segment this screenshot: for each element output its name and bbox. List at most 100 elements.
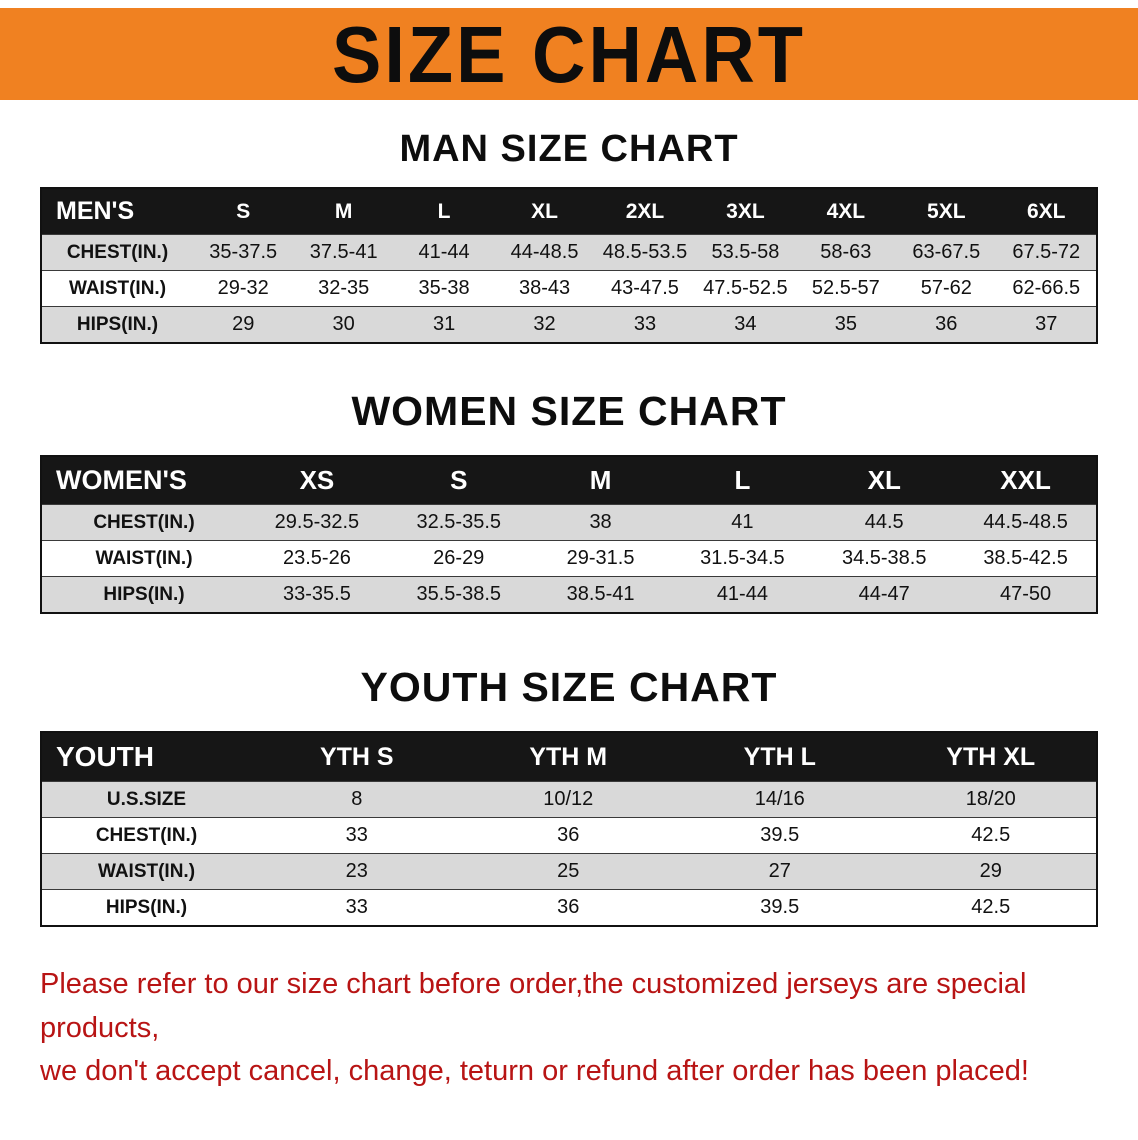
women-header-row: WOMEN'S XS S M L XL XXL (41, 456, 1097, 505)
header-cell: YTH L (674, 732, 886, 782)
cell: 42.5 (885, 817, 1097, 854)
cell: 34.5-38.5 (813, 540, 956, 577)
disclaimer-line-2: we don't accept cancel, change, teturn o… (40, 1055, 1029, 1087)
cell: 41 (671, 504, 814, 541)
cell: 29-31.5 (529, 540, 672, 577)
row-label: U.S.SIZE (41, 781, 251, 818)
header-cell: 6XL (996, 188, 1097, 235)
cell: 29 (193, 306, 294, 343)
cell: 47.5-52.5 (695, 270, 796, 307)
table-row: WAIST(IN.) 29-32 32-35 35-38 38-43 43-47… (41, 270, 1097, 307)
youth-section: YOUTH SIZE CHART YOUTH YTH S YTH M YTH L… (0, 664, 1138, 927)
banner: SIZE CHART (0, 8, 1138, 100)
header-cell: XL (813, 456, 956, 505)
cell: 30 (293, 306, 394, 343)
header-cell: 5XL (896, 188, 997, 235)
cell: 44-48.5 (494, 234, 595, 271)
cell: 44.5 (813, 504, 956, 541)
header-cell: XL (494, 188, 595, 235)
cell: 39.5 (674, 889, 886, 926)
header-cell: 3XL (695, 188, 796, 235)
table-row: CHEST(IN.) 33 36 39.5 42.5 (41, 817, 1097, 854)
cell: 57-62 (896, 270, 997, 307)
cell: 39.5 (674, 817, 886, 854)
cell: 62-66.5 (996, 270, 1097, 307)
header-cell: XS (246, 456, 388, 505)
cell: 35-38 (393, 270, 495, 307)
disclaimer-text: Please refer to our size chart before or… (40, 963, 1138, 1094)
row-label: CHEST(IN.) (41, 817, 251, 854)
table-row: WAIST(IN.) 23.5-26 26-29 29-31.5 31.5-34… (41, 540, 1097, 577)
cell: 41-44 (393, 234, 495, 271)
youth-section-heading: YOUTH SIZE CHART (360, 664, 778, 710)
cell: 32-35 (293, 270, 394, 307)
header-cell: MEN'S (41, 188, 193, 235)
row-label: HIPS(IN.) (41, 889, 251, 926)
women-section-heading: WOMEN SIZE CHART (351, 388, 787, 434)
cell: 31.5-34.5 (671, 540, 814, 577)
men-header-row: MEN'S S M L XL 2XL 3XL 4XL 5XL 6XL (41, 188, 1097, 235)
men-size-table: MEN'S S M L XL 2XL 3XL 4XL 5XL 6XL CHEST… (40, 187, 1098, 344)
cell: 44-47 (813, 576, 956, 613)
cell: 48.5-53.5 (594, 234, 696, 271)
cell: 23 (251, 853, 463, 890)
row-label: WAIST(IN.) (41, 853, 251, 890)
cell: 58-63 (795, 234, 897, 271)
cell: 14/16 (674, 781, 886, 818)
header-cell: L (393, 188, 495, 235)
table-row: CHEST(IN.) 29.5-32.5 32.5-35.5 38 41 44.… (41, 504, 1097, 541)
cell: 37 (996, 306, 1097, 343)
cell: 34 (695, 306, 796, 343)
cell: 32.5-35.5 (387, 504, 530, 541)
men-section-heading: MAN SIZE CHART (399, 128, 739, 170)
table-row: CHEST(IN.) 35-37.5 37.5-41 41-44 44-48.5… (41, 234, 1097, 271)
row-label: HIPS(IN.) (41, 576, 246, 613)
header-cell: WOMEN'S (41, 456, 246, 505)
cell: 29 (885, 853, 1097, 890)
youth-size-table: YOUTH YTH S YTH M YTH L YTH XL U.S.SIZE … (40, 731, 1098, 927)
header-cell: YOUTH (41, 732, 251, 782)
women-size-table: WOMEN'S XS S M L XL XXL CHEST(IN.) 29.5-… (40, 455, 1098, 614)
cell: 23.5-26 (246, 540, 388, 577)
cell: 18/20 (885, 781, 1097, 818)
page-title: SIZE CHART (332, 9, 806, 99)
men-section: MAN SIZE CHART MEN'S S M L XL 2XL 3XL 4X… (0, 128, 1138, 344)
cell: 29-32 (193, 270, 294, 307)
cell: 47-50 (955, 576, 1097, 613)
cell: 33 (251, 817, 463, 854)
cell: 38.5-41 (529, 576, 672, 613)
cell: 33 (251, 889, 463, 926)
header-cell: YTH M (462, 732, 674, 782)
cell: 53.5-58 (695, 234, 796, 271)
cell: 8 (251, 781, 463, 818)
cell: 43-47.5 (594, 270, 696, 307)
cell: 36 (462, 817, 674, 854)
size-chart-page: SIZE CHART MAN SIZE CHART MEN'S S M L XL… (0, 8, 1138, 1094)
table-row: WAIST(IN.) 23 25 27 29 (41, 853, 1097, 890)
table-row: HIPS(IN.) 29 30 31 32 33 34 35 36 37 (41, 306, 1097, 343)
cell: 37.5-41 (293, 234, 394, 271)
cell: 38 (529, 504, 672, 541)
cell: 27 (674, 853, 886, 890)
header-cell: S (387, 456, 530, 505)
header-cell: L (671, 456, 814, 505)
header-cell: 2XL (594, 188, 696, 235)
table-row: U.S.SIZE 8 10/12 14/16 18/20 (41, 781, 1097, 818)
cell: 42.5 (885, 889, 1097, 926)
cell: 35-37.5 (193, 234, 294, 271)
cell: 44.5-48.5 (955, 504, 1097, 541)
cell: 52.5-57 (795, 270, 897, 307)
cell: 32 (494, 306, 595, 343)
cell: 35.5-38.5 (387, 576, 530, 613)
disclaimer-line-1: Please refer to our size chart before or… (40, 968, 1027, 1044)
cell: 35 (795, 306, 897, 343)
cell: 33-35.5 (246, 576, 388, 613)
row-label: CHEST(IN.) (41, 504, 246, 541)
women-section: WOMEN SIZE CHART WOMEN'S XS S M L XL XXL… (0, 388, 1138, 614)
cell: 38.5-42.5 (955, 540, 1097, 577)
header-cell: 4XL (795, 188, 897, 235)
youth-header-row: YOUTH YTH S YTH M YTH L YTH XL (41, 732, 1097, 782)
cell: 31 (393, 306, 495, 343)
cell: 29.5-32.5 (246, 504, 388, 541)
cell: 33 (594, 306, 696, 343)
